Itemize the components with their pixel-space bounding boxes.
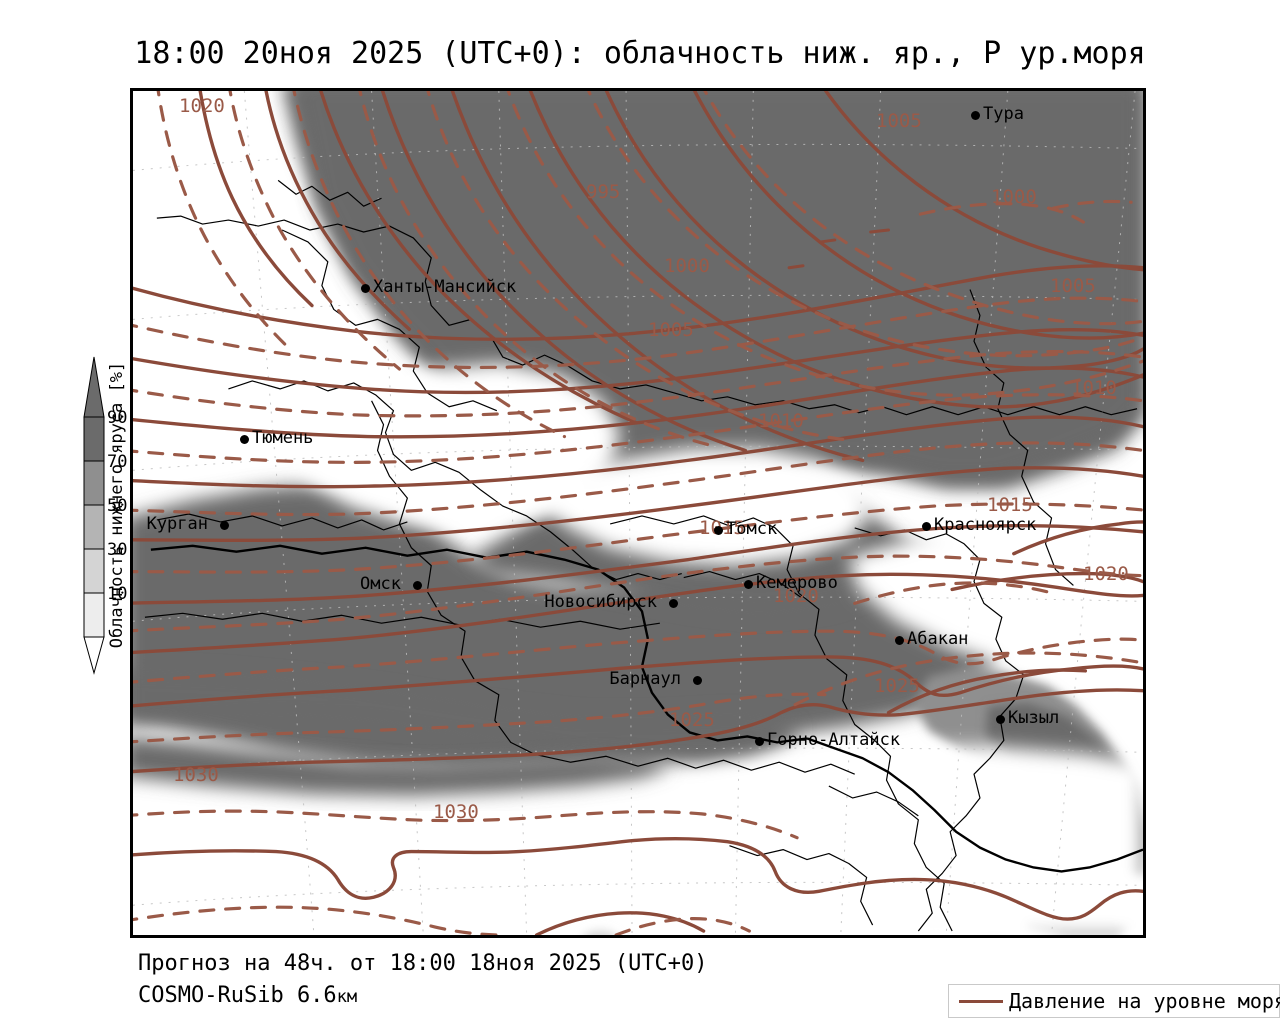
city-label: Томск (726, 519, 778, 539)
isobar-label: 1005 (648, 319, 694, 341)
city-label: Барнаул (609, 669, 681, 689)
model-info: COSMO-RuSib 6.6км (138, 980, 708, 1013)
city-dot-icon (755, 737, 764, 746)
isobar-label: 1005 (876, 110, 922, 132)
map-canvas (133, 91, 1143, 935)
city-label: Тура (983, 104, 1024, 124)
isobar-label: 1030 (173, 764, 219, 786)
city-dot-icon (669, 599, 678, 608)
isobar-label: 1010 (758, 410, 804, 432)
city-dot-icon (996, 715, 1005, 724)
isobar-label: 1000 (991, 186, 1037, 208)
city-label: Омск (360, 574, 401, 594)
isobar-label: 1025 (874, 675, 920, 697)
isobar-label: 1015 (987, 494, 1033, 516)
colorbar-tick-70: 70 (107, 452, 128, 472)
city-dot-icon (240, 435, 249, 444)
isobar-label: 995 (586, 181, 621, 203)
colorbar-tick-30: 30 (107, 540, 128, 560)
colorbar-tick-10: 10 (107, 584, 128, 604)
city-dot-icon (895, 636, 904, 645)
colorbar-tick-90: 90 (107, 408, 128, 428)
model-resolution-unit: км (336, 987, 358, 1007)
city-dot-icon (220, 521, 229, 530)
city-dot-icon (744, 580, 753, 589)
isobar-label: 1000 (664, 255, 710, 277)
pressure-legend: Давление на уровне моря (948, 984, 1280, 1018)
city-label: Горно-Алтайск (767, 730, 901, 750)
isobar-label: 1020 (179, 95, 225, 117)
city-dot-icon (413, 581, 422, 590)
colorbar-gradient (83, 356, 105, 675)
isobar-label: 1025 (669, 709, 715, 731)
pressure-legend-label: Давление на уровне моря (1009, 989, 1280, 1013)
city-dot-icon (361, 284, 370, 293)
city-dot-icon (693, 676, 702, 685)
isobar-label: 1030 (433, 801, 479, 823)
forecast-info: Прогноз на 48ч. от 18:00 18ноя 2025 (UTC… (138, 951, 708, 976)
isobar-label: 1010 (1071, 377, 1117, 399)
isobar-label: 1005 (1050, 275, 1096, 297)
city-label: Кемерово (756, 573, 838, 593)
weather-map[interactable]: 1020 1005 995 1000 1000 1005 1005 1010 1010 1015 1… (130, 88, 1146, 938)
city-label: Новосибирск (544, 592, 657, 612)
city-label: Тюмень (252, 428, 314, 448)
page-title: 18:00 20ноя 2025 (UTC+0): облачность ниж… (134, 36, 1146, 71)
colorbar: Облачность нижнего яруса [%] 90 70 50 30… (45, 355, 135, 675)
city-dot-icon (922, 522, 931, 531)
model-name: COSMO-RuSib 6.6 (138, 983, 337, 1008)
city-dot-icon (971, 111, 980, 120)
city-label: Курган (146, 514, 208, 534)
pressure-legend-line-swatch (959, 999, 1003, 1003)
isobar-label: 1020 (773, 585, 819, 607)
city-label: Кызыл (1008, 708, 1060, 728)
city-dot-icon (714, 526, 723, 535)
footer: Прогноз на 48ч. от 18:00 18ноя 2025 (UTC… (138, 948, 708, 1013)
city-label: Ханты-Мансийск (373, 277, 517, 297)
city-label: Абакан (907, 629, 969, 649)
isobar-label: 1020 (1083, 563, 1129, 585)
city-label: Красноярск (934, 515, 1037, 535)
colorbar-tick-50: 50 (107, 496, 128, 516)
